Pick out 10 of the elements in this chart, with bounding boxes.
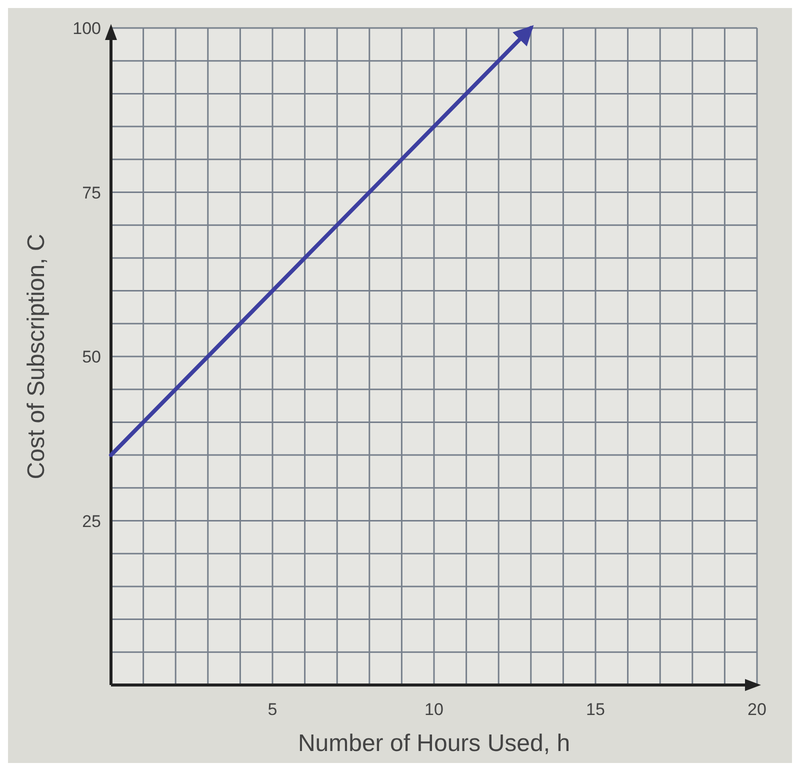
x-tick-label: 15 [586,700,605,719]
y-axis-title: Cost of Subscription, C [23,234,50,480]
y-tick-label: 100 [72,19,101,38]
y-tick-label: 25 [82,512,101,531]
x-axis-title: Number of Hours Used, h [298,730,570,757]
x-tick-label: 20 [748,700,766,719]
y-tick-label: 75 [82,183,101,202]
y-tick-label: 50 [82,348,101,366]
x-tick-label: 10 [424,700,444,719]
x-tick-label: 5 [268,700,278,719]
